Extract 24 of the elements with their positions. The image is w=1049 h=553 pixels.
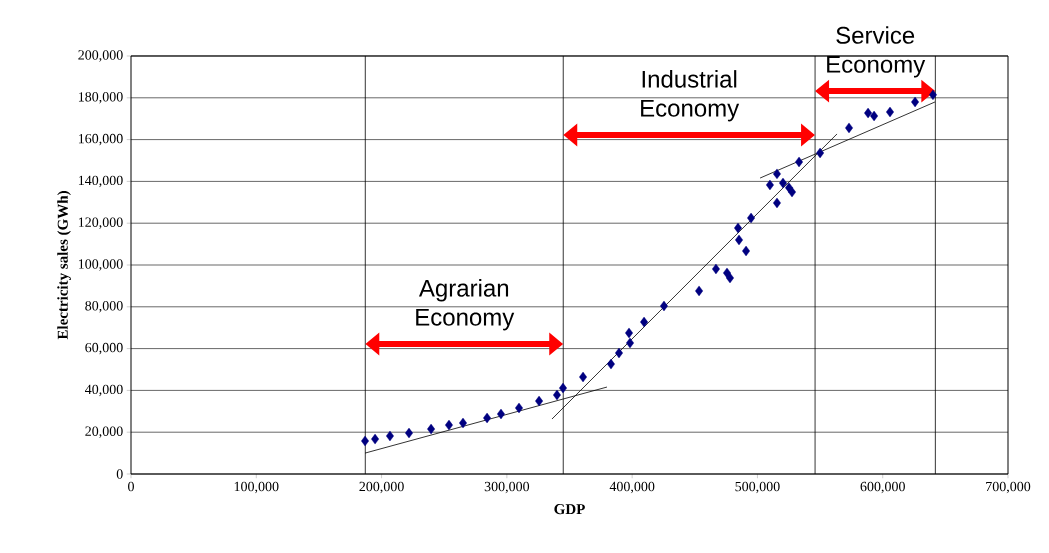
y-tick-label: 20,000 bbox=[85, 426, 123, 438]
y-tick-label: 120,000 bbox=[78, 217, 123, 229]
x-tick-label: 600,000 bbox=[860, 481, 905, 494]
x-tick-label: 100,000 bbox=[234, 481, 279, 494]
x-tick-label: 0 bbox=[128, 481, 134, 492]
y-tick-label: 100,000 bbox=[78, 259, 123, 271]
y-tick-label: 140,000 bbox=[78, 175, 123, 188]
y-tick-label: 60,000 bbox=[85, 342, 123, 355]
y-tick-label: 0 bbox=[116, 469, 123, 479]
x-axis-title: GDP bbox=[554, 504, 585, 515]
x-tick-label: 700,000 bbox=[986, 481, 1031, 494]
y-tick-label: 200,000 bbox=[78, 50, 123, 62]
annotation: Service Economy bbox=[827, 26, 926, 78]
y-tick-label: 180,000 bbox=[78, 92, 123, 104]
x-tick-label: 200,000 bbox=[359, 481, 404, 494]
x-tick-label: 300,000 bbox=[484, 481, 530, 494]
y-axis-title: Electricity sales (GWh) bbox=[57, 191, 71, 340]
y-tick-label: 40,000 bbox=[85, 384, 123, 397]
y-tick-label: 80,000 bbox=[85, 301, 123, 313]
annotation: Agrarian Economy bbox=[416, 279, 515, 331]
y-tick-label: 160,000 bbox=[78, 133, 123, 146]
x-tick-label: 500,000 bbox=[735, 481, 780, 494]
x-tick-label: 400,000 bbox=[609, 481, 655, 494]
annotation: Industrial Economy bbox=[641, 70, 740, 122]
